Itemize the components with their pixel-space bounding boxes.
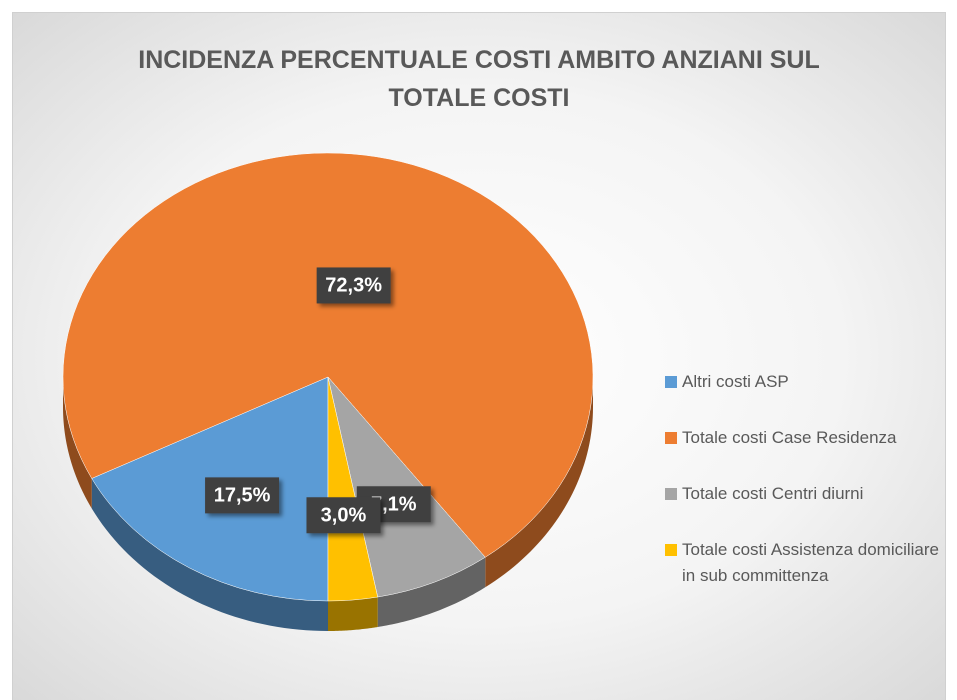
data-label-box — [316, 267, 391, 304]
legend-entry: Altri costi ASP — [665, 369, 950, 395]
legend-entry: Totale costi Case Residenza — [665, 425, 950, 451]
data-label-text: 72,3% — [325, 275, 382, 297]
slice — [327, 376, 379, 602]
legend-label: Totale costi Centri diurni — [682, 484, 864, 503]
chart-title: INCIDENZA PERCENTUALE COSTI AMBITO ANZIA… — [138, 46, 820, 112]
legend-swatch — [665, 376, 677, 388]
slice-side — [328, 597, 378, 631]
legend-swatch — [665, 432, 677, 444]
slice — [62, 152, 594, 558]
pie-plot: 17,5% 72,3% 7,1%3,0% — [62, 152, 594, 631]
data-label: 3,0% — [306, 497, 381, 534]
data-label-text: 17,5% — [214, 485, 271, 507]
legend-label: Altri costi ASP — [682, 372, 789, 391]
legend-entry: Totale costi Assistenza domiciliare in s… — [665, 537, 950, 589]
slice-side — [63, 377, 92, 509]
legend-label: Totale costi Assistenza domiciliare in s… — [682, 540, 940, 585]
data-label-text: 7,1% — [371, 494, 417, 516]
slice-side — [377, 557, 486, 628]
data-label-text: 3,0% — [321, 505, 367, 527]
slice-side — [91, 478, 328, 631]
data-label-box — [205, 477, 280, 514]
slice-side — [485, 377, 593, 588]
chart: INCIDENZA PERCENTUALE COSTI AMBITO ANZIA… — [12, 12, 946, 700]
legend-swatch — [665, 544, 677, 556]
data-label: 17,5% — [205, 477, 280, 514]
legend-swatch — [665, 488, 677, 500]
legend-entry: Totale costi Centri diurni — [665, 481, 950, 507]
legend: Altri costi ASP Totale costi Case Residen… — [665, 369, 950, 619]
legend-label: Totale costi Case Residenza — [682, 428, 897, 447]
data-label: 72,3% — [316, 267, 391, 304]
data-label-box — [306, 497, 381, 534]
